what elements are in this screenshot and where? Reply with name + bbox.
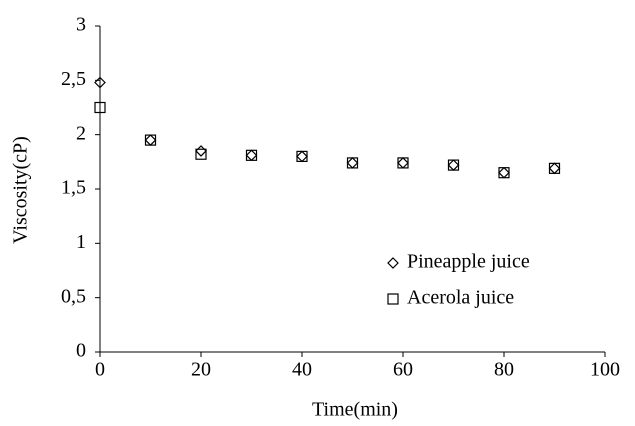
data-point xyxy=(195,145,207,157)
legend-marker xyxy=(387,293,399,305)
y-axis-title: Viscosity(cP) xyxy=(10,136,32,244)
data-point xyxy=(397,157,409,169)
x-tick-label: 80 xyxy=(494,359,514,381)
legend-label: Acerola juice xyxy=(407,287,514,309)
data-point xyxy=(447,159,460,171)
data-point xyxy=(498,166,510,179)
data-point xyxy=(296,150,308,162)
data-point xyxy=(447,159,460,171)
legend-marker xyxy=(387,257,399,269)
x-tick-label: 20 xyxy=(191,359,211,381)
data-point xyxy=(94,76,106,89)
data-point xyxy=(498,167,510,179)
data-point xyxy=(296,150,308,163)
y-tick-label: 2,5 xyxy=(61,68,86,90)
legend-label: Pineapple juice xyxy=(407,251,530,273)
data-point xyxy=(195,148,207,160)
data-point xyxy=(144,134,157,146)
y-tick-label: 2 xyxy=(76,122,86,144)
x-tick-label: 0 xyxy=(95,359,105,381)
y-tick-label: 3 xyxy=(76,14,86,36)
data-point xyxy=(144,134,157,146)
x-tick-label: 60 xyxy=(393,359,413,381)
data-point xyxy=(94,101,106,114)
x-tick-label: 40 xyxy=(292,359,312,381)
y-tick-label: 0 xyxy=(76,340,86,362)
y-tick-label: 0,5 xyxy=(61,285,86,307)
data-point xyxy=(245,149,258,162)
data-point xyxy=(548,162,561,175)
y-tick-label: 1,5 xyxy=(61,177,86,199)
x-tick-label: 100 xyxy=(590,359,620,381)
x-axis-title: Time(min) xyxy=(312,399,398,421)
data-point xyxy=(245,149,258,161)
y-tick-label: 1 xyxy=(76,231,86,253)
data-point xyxy=(346,157,359,169)
data-point xyxy=(346,157,359,169)
data-point xyxy=(548,162,561,174)
data-point xyxy=(397,157,409,169)
